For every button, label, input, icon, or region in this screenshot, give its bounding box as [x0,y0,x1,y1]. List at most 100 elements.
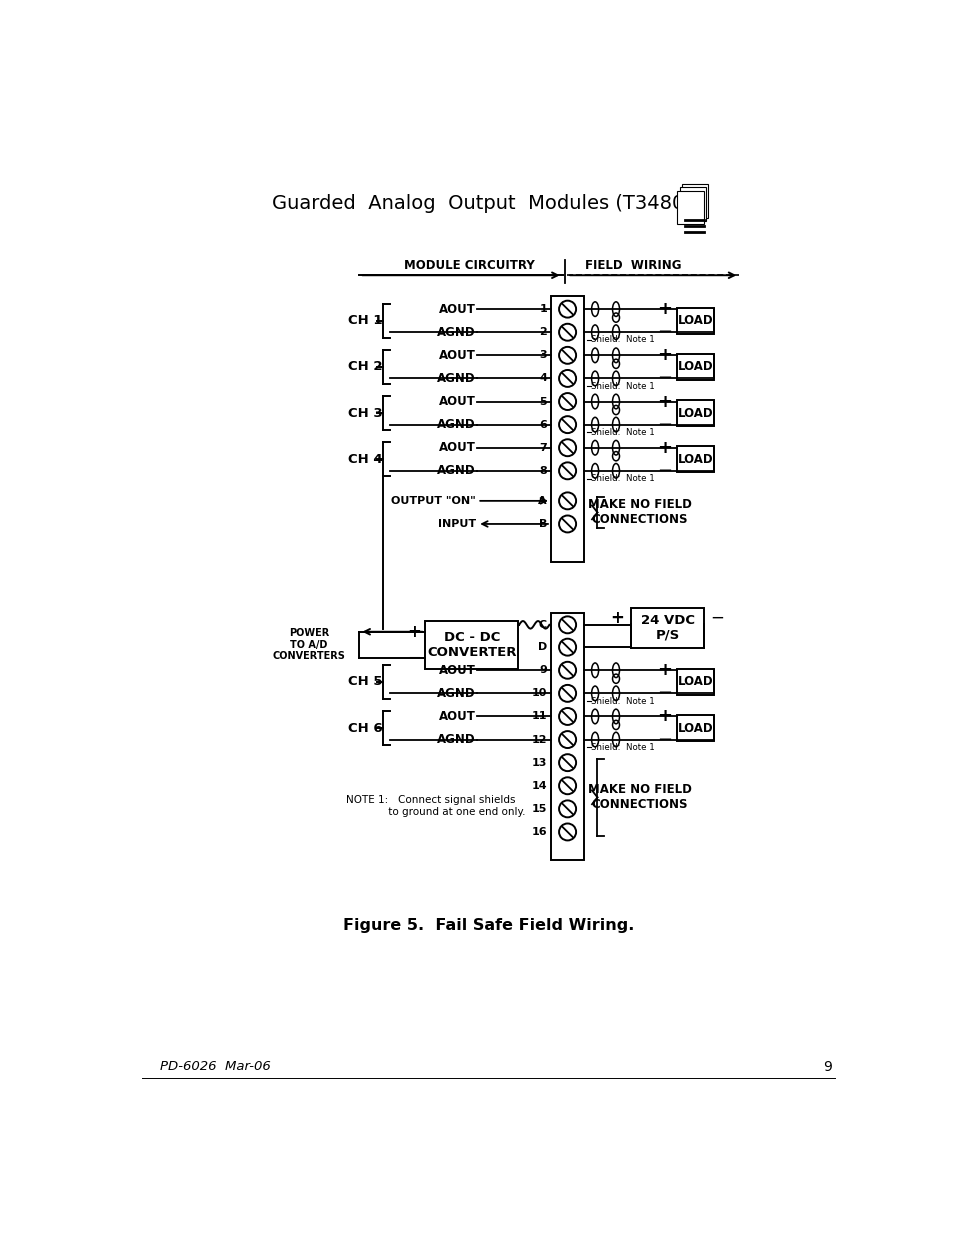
Text: AGND: AGND [436,734,476,746]
Text: CH 2: CH 2 [348,361,382,373]
Text: 2: 2 [538,327,546,337]
Text: AGND: AGND [436,687,476,700]
Text: −: − [657,369,672,388]
Text: Shield:  Note 1: Shield: Note 1 [591,697,655,705]
Text: AOUT: AOUT [438,395,476,408]
Text: 15: 15 [531,804,546,814]
Text: LOAD: LOAD [678,314,713,327]
Text: AGND: AGND [436,372,476,385]
Circle shape [558,370,576,387]
Text: AOUT: AOUT [438,303,476,316]
Text: C: C [538,620,546,630]
Text: to ground at one end only.: to ground at one end only. [345,806,524,816]
Text: 11: 11 [531,711,546,721]
Text: LOAD: LOAD [678,453,713,466]
Text: CH 6: CH 6 [348,721,382,735]
Text: 9: 9 [822,1060,831,1073]
Text: −: − [710,609,723,627]
Text: CH 1: CH 1 [348,314,382,327]
Text: Shield:  Note 1: Shield: Note 1 [591,336,655,345]
Text: −: − [406,648,420,667]
Text: MAKE NO FIELD
CONNECTIONS: MAKE NO FIELD CONNECTIONS [587,499,691,526]
Circle shape [558,800,576,818]
Bar [630,608,703,648]
Bar [677,668,714,695]
Circle shape [558,440,576,456]
Text: AGND: AGND [436,419,476,431]
Circle shape [558,462,576,479]
Bar [677,715,714,741]
Text: −: − [657,684,672,703]
Circle shape [558,708,576,725]
Text: PD-6026  Mar-06: PD-6026 Mar-06 [159,1061,270,1073]
Bar [550,296,583,562]
Text: LOAD: LOAD [678,361,713,373]
Bar [679,188,705,221]
Bar [681,184,707,219]
Text: 7: 7 [538,442,546,453]
Text: Figure 5.  Fail Safe Field Wiring.: Figure 5. Fail Safe Field Wiring. [343,919,634,934]
Text: +: + [657,708,672,725]
Text: 13: 13 [531,757,546,768]
Text: −: − [657,462,672,480]
Text: 5: 5 [538,396,546,406]
Circle shape [558,493,576,509]
Text: +: + [657,438,672,457]
Bar [425,621,517,668]
Bar [677,190,703,225]
Text: 6: 6 [538,420,546,430]
Text: AGND: AGND [436,464,476,478]
Text: +: + [657,393,672,410]
Text: CH 4: CH 4 [348,453,382,466]
Text: 24 VDC
P/S: 24 VDC P/S [639,614,694,642]
Text: +: + [610,609,624,627]
Text: INPUT: INPUT [437,519,476,529]
Circle shape [558,731,576,748]
Circle shape [558,824,576,841]
Text: MODULE CIRCUITRY: MODULE CIRCUITRY [404,259,535,272]
Circle shape [558,324,576,341]
Text: 1: 1 [538,304,546,314]
Text: AOUT: AOUT [438,710,476,722]
Text: 3: 3 [538,351,546,361]
Bar [677,400,714,426]
Bar [550,614,583,861]
Text: 4: 4 [538,373,546,383]
Bar [677,446,714,472]
Text: −: − [657,731,672,748]
Text: 8: 8 [538,466,546,475]
Text: 9: 9 [538,666,546,676]
Text: MAKE NO FIELD
CONNECTIONS: MAKE NO FIELD CONNECTIONS [587,783,691,811]
Text: AOUT: AOUT [438,348,476,362]
Text: Guarded  Analog  Output  Modules (T3480): Guarded Analog Output Modules (T3480) [272,194,691,214]
Text: FIELD  WIRING: FIELD WIRING [584,259,680,272]
Text: NOTE 1:   Connect signal shields: NOTE 1: Connect signal shields [345,794,515,805]
Text: PD: PD [682,195,695,204]
Bar [677,353,714,380]
Text: +: + [406,622,420,641]
Text: AOUT: AOUT [438,441,476,454]
Circle shape [558,300,576,317]
Text: Shield:  Note 1: Shield: Note 1 [591,474,655,483]
Circle shape [558,685,576,701]
Circle shape [558,515,576,532]
Text: 16: 16 [531,827,546,837]
Text: −: − [657,324,672,341]
Text: D: D [537,642,546,652]
Text: LOAD: LOAD [678,676,713,688]
Circle shape [558,347,576,364]
Text: LOAD: LOAD [678,721,713,735]
Text: 14: 14 [531,781,546,790]
Text: AOUT: AOUT [438,663,476,677]
Text: LOAD: LOAD [678,406,713,420]
Text: Shield:  Note 1: Shield: Note 1 [591,382,655,390]
Text: CH 5: CH 5 [348,676,382,688]
Circle shape [558,755,576,771]
Text: CH 3: CH 3 [348,406,382,420]
Text: +: + [657,661,672,679]
Circle shape [558,662,576,679]
Text: 12: 12 [531,735,546,745]
Text: −: − [657,416,672,433]
Text: B: B [538,519,546,529]
Text: DC - DC
CONVERTER: DC - DC CONVERTER [427,631,517,658]
